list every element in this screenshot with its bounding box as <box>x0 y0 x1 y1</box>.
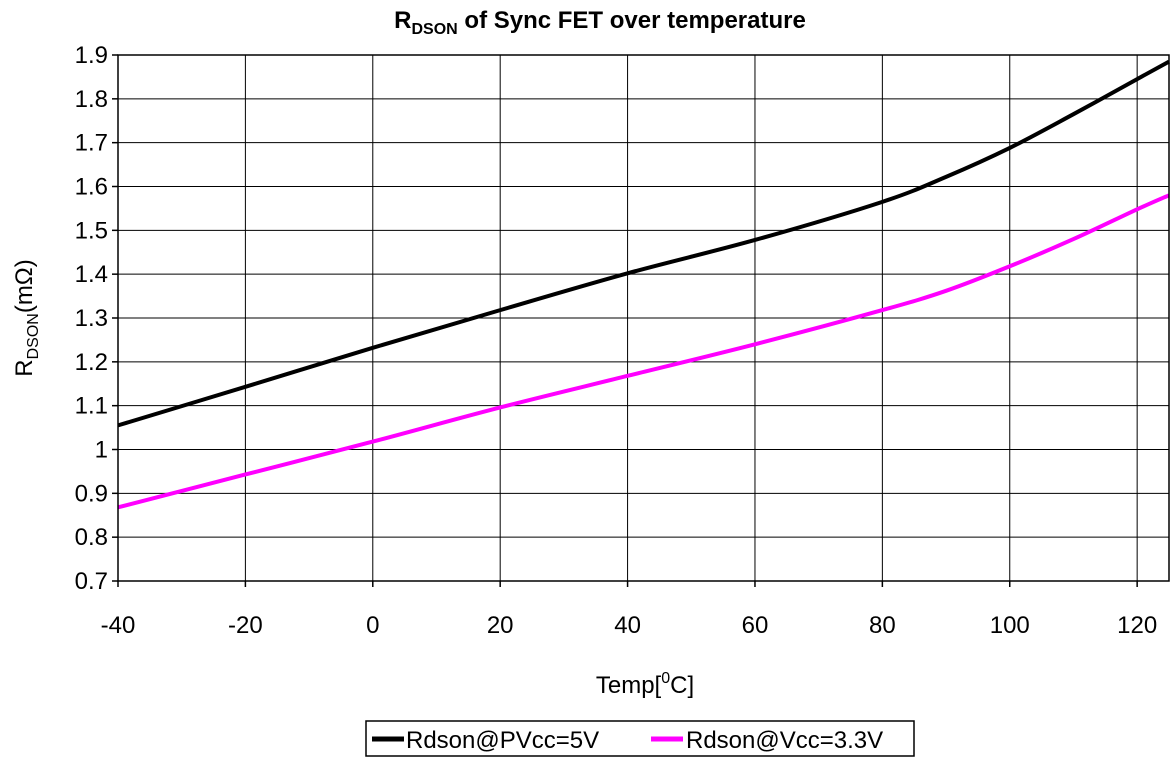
y-tick-label: 1.8 <box>75 86 108 113</box>
y-axis-label: RDSON(mΩ) <box>11 259 42 377</box>
y-tick-label: 0.8 <box>75 524 108 551</box>
y-tick-label: 1.4 <box>75 261 108 288</box>
x-tick-label: 0 <box>366 612 379 639</box>
series-layer <box>117 59 1170 510</box>
y-axis-label-sub: DSON <box>25 313 42 359</box>
x-tick-label: 40 <box>614 612 641 639</box>
y-tick-labels: 0.7 0.8 0.9 1 1.1 1.2 1.3 1.4 1.5 1.6 1.7 1.8 1.9 <box>75 42 108 595</box>
y-tick-label: 1.1 <box>75 393 108 420</box>
series-line-rdson-pvcc-5v <box>117 59 1170 428</box>
x-axis-label-main: Temp[ <box>596 672 662 699</box>
y-tick-label: 1.3 <box>75 305 108 332</box>
chart-title-rest: of Sync FET over temperature <box>458 7 806 34</box>
chart-title: RDSON of Sync FET over temperature <box>394 7 806 38</box>
grid <box>117 54 1169 582</box>
chart-title-main: R <box>394 7 411 34</box>
x-tick-label: 60 <box>742 612 769 639</box>
tick-marks <box>112 54 1138 587</box>
y-tick-label: 1.7 <box>75 130 108 157</box>
x-tick-label: 20 <box>487 612 514 639</box>
legend-box <box>365 720 915 757</box>
y-tick-label: 1.6 <box>75 174 108 201</box>
y-tick-label: 0.9 <box>75 480 108 507</box>
y-tick-label: 1 <box>95 437 108 464</box>
legend: Rdson@PVcc=5V Rdson@Vcc=3.3V <box>365 720 915 757</box>
x-tick-label: -40 <box>101 612 136 639</box>
y-tick-label: 1.5 <box>75 217 108 244</box>
x-tick-labels: -40 -20 0 20 40 60 80 100 120 <box>101 612 1158 639</box>
x-axis-label-rest: C] <box>670 672 694 699</box>
x-tick-label: 80 <box>869 612 896 639</box>
x-tick-label: 120 <box>1117 612 1157 639</box>
x-tick-label: 100 <box>990 612 1030 639</box>
x-tick-label: -20 <box>228 612 263 639</box>
legend-label-rdson-vcc-3.3v: Rdson@Vcc=3.3V <box>686 727 883 754</box>
y-tick-label: 0.7 <box>75 568 108 595</box>
y-axis-label-main: R <box>11 359 38 376</box>
y-tick-label: 1.9 <box>75 42 108 69</box>
series-line-rdson-vcc-3.3v <box>117 193 1170 510</box>
y-tick-label: 1.2 <box>75 349 108 376</box>
legend-label-rdson-pvcc-5v: Rdson@PVcc=5V <box>406 727 599 754</box>
plot-area <box>112 54 1170 587</box>
chart-title-sub: DSON <box>412 21 458 38</box>
y-axis-label-rest: (mΩ) <box>11 259 38 313</box>
x-axis-label-sup: 0 <box>661 670 670 687</box>
x-axis-label: Temp[0C] <box>596 670 694 699</box>
